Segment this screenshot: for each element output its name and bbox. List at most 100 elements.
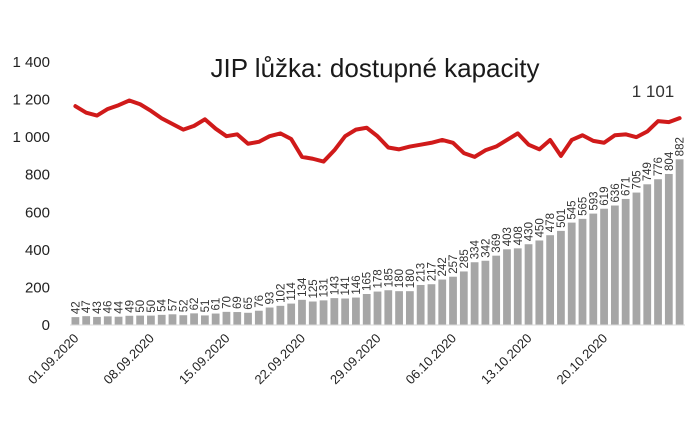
bar-data-label: 102	[275, 284, 287, 303]
bar-data-label: 213	[416, 263, 428, 282]
bar-data-label: 51	[200, 300, 212, 313]
bar-data-label: 47	[81, 300, 93, 313]
bar-data-label: 450	[534, 218, 546, 237]
bar-data-label: 69	[232, 296, 244, 309]
bar	[557, 230, 565, 325]
y-tick-label: 1 400	[12, 54, 50, 71]
bar	[610, 205, 619, 325]
bar	[93, 316, 101, 325]
bar	[427, 284, 436, 325]
chart-title: JIP lůžka: dostupné kapacity	[210, 53, 539, 83]
bar-data-label: 42	[70, 301, 82, 314]
bar	[287, 303, 296, 325]
bar	[643, 184, 652, 325]
bar-data-label: 217	[426, 262, 438, 281]
bar-data-label: 242	[437, 257, 449, 276]
bar	[481, 260, 490, 325]
bar	[675, 159, 684, 325]
bar	[244, 312, 252, 325]
bar	[103, 316, 112, 325]
bar	[200, 315, 209, 325]
bar-data-label: 61	[211, 298, 223, 311]
bar-data-label: 44	[114, 300, 126, 313]
bar-data-label: 334	[470, 239, 482, 259]
bar	[168, 314, 177, 325]
bar	[147, 315, 155, 325]
bar	[114, 316, 123, 325]
bar-data-label: 478	[545, 213, 557, 232]
bar	[449, 276, 457, 325]
bar-data-label: 342	[480, 239, 492, 258]
x-tick-label: 01.09.2020	[25, 331, 82, 388]
bar	[654, 179, 662, 325]
bar	[384, 290, 393, 325]
bar	[157, 314, 166, 325]
x-tick-label: 15.09.2020	[176, 331, 233, 388]
bar-data-label: 62	[189, 298, 201, 311]
bar	[308, 301, 317, 325]
bar	[664, 173, 673, 325]
bar	[211, 313, 220, 325]
y-tick-label: 1 000	[12, 129, 50, 146]
bar	[535, 240, 544, 325]
bar	[222, 311, 231, 325]
bar-data-label: 49	[124, 300, 136, 313]
bar	[438, 279, 447, 325]
bar	[578, 218, 587, 325]
bar	[567, 222, 576, 325]
bar-data-label: 131	[319, 278, 331, 297]
bar	[330, 298, 339, 325]
x-axis: 01.09.2020 08.09.2020 15.09.2020 22.09.2020…	[25, 324, 685, 388]
x-tick-label: 06.10.2020	[403, 331, 460, 388]
y-tick-label: 800	[25, 167, 50, 184]
bar	[136, 315, 145, 325]
bar-data-label: 636	[610, 183, 622, 202]
bar-data-labels: 4247434644495050545752625161706965769310…	[70, 137, 686, 314]
y-tick-label: 0	[42, 317, 50, 334]
line-end-data-label: 1 101	[632, 82, 675, 101]
bar-data-label: 882	[675, 137, 687, 156]
bar	[524, 244, 533, 325]
bar-data-label: 125	[308, 279, 320, 298]
bar-data-label: 619	[599, 187, 611, 206]
bar	[276, 305, 285, 325]
bar-data-label: 180	[394, 269, 406, 288]
bar	[298, 299, 306, 325]
bar-data-label: 408	[513, 226, 525, 245]
bar-data-label: 178	[373, 269, 385, 288]
bar	[600, 208, 608, 325]
bar-data-label: 54	[157, 298, 169, 311]
bar	[71, 317, 80, 325]
bar-data-label: 185	[383, 268, 395, 287]
bar-data-label: 403	[502, 227, 514, 246]
bar-data-label: 257	[448, 255, 460, 274]
x-tick-label: 13.10.2020	[478, 331, 535, 388]
bar	[492, 255, 501, 325]
bar	[503, 249, 511, 325]
y-tick-label: 400	[25, 242, 50, 259]
bar-data-label: 52	[178, 299, 190, 312]
bar	[319, 300, 328, 325]
bar-data-label: 430	[524, 222, 536, 241]
x-tick-label: 20.10.2020	[554, 331, 611, 388]
y-tick-label: 1 200	[12, 92, 50, 109]
bar-data-label: 76	[254, 295, 266, 308]
bar	[416, 284, 425, 325]
bar-data-label: 114	[286, 282, 298, 301]
bar-data-label: 134	[297, 277, 309, 297]
bar-data-label: 43	[92, 301, 104, 314]
bar-data-label: 285	[459, 249, 471, 268]
bar-data-label: 804	[664, 151, 676, 171]
bar-data-label: 593	[588, 191, 600, 210]
bar	[459, 271, 468, 325]
bar	[341, 298, 350, 325]
bar	[373, 291, 382, 325]
bar	[265, 307, 274, 325]
bar-series	[71, 159, 684, 325]
bar	[405, 291, 414, 325]
bar-data-label: 501	[556, 209, 568, 228]
line-series	[73, 98, 682, 164]
bar	[395, 291, 403, 325]
bar-data-label: 143	[329, 276, 341, 295]
bar-data-label: 93	[265, 292, 277, 305]
